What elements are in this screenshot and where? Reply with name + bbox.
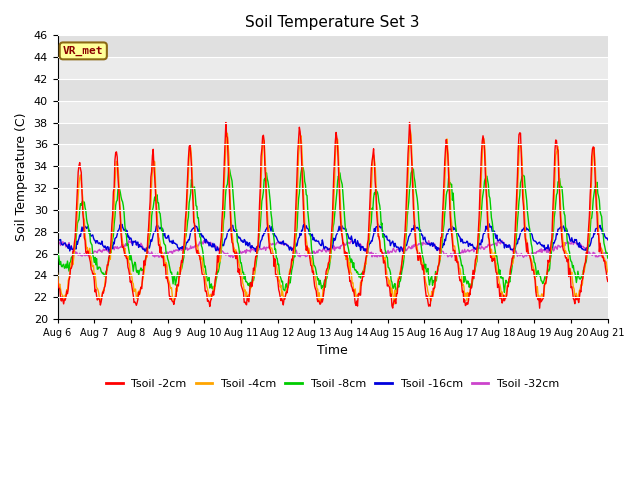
Y-axis label: Soil Temperature (C): Soil Temperature (C)	[15, 113, 28, 241]
Bar	[58, 253, 608, 276]
Bar	[58, 36, 608, 57]
Bar	[58, 188, 608, 210]
Bar	[58, 57, 608, 79]
Bar	[58, 101, 608, 122]
Bar	[58, 210, 608, 232]
Bar	[58, 232, 608, 253]
Bar	[58, 297, 608, 319]
Bar	[58, 276, 608, 297]
Legend: Tsoil -2cm, Tsoil -4cm, Tsoil -8cm, Tsoil -16cm, Tsoil -32cm: Tsoil -2cm, Tsoil -4cm, Tsoil -8cm, Tsoi…	[102, 374, 564, 393]
Title: Soil Temperature Set 3: Soil Temperature Set 3	[245, 15, 420, 30]
Bar	[58, 79, 608, 101]
Bar	[58, 166, 608, 188]
Text: VR_met: VR_met	[63, 46, 104, 56]
Bar	[58, 144, 608, 166]
X-axis label: Time: Time	[317, 344, 348, 357]
Bar	[58, 122, 608, 144]
